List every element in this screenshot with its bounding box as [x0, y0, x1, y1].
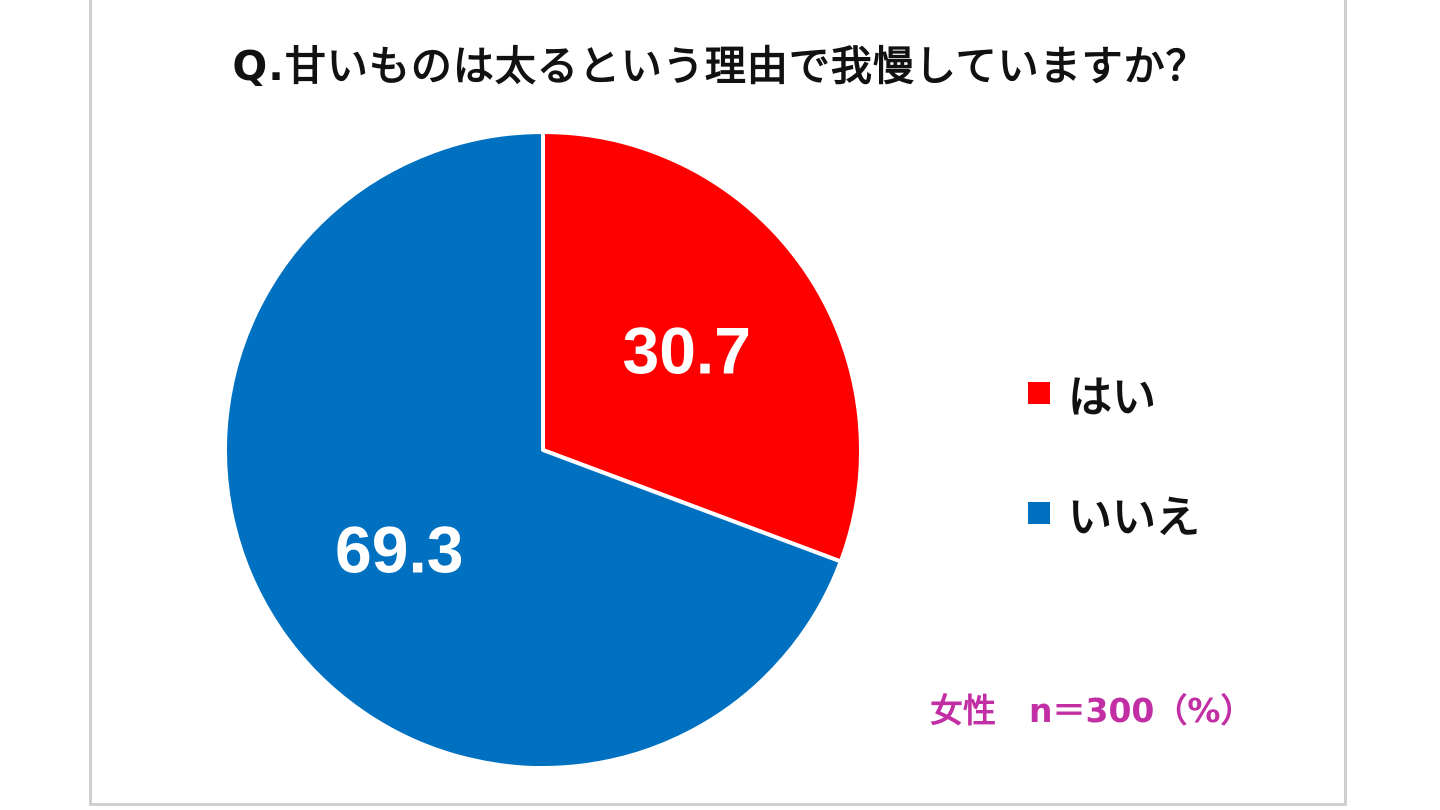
legend-label-no: いいえ — [1068, 492, 1200, 543]
sample-note: 女性 n＝300（%） — [930, 691, 1254, 730]
slice-label-no: 69.3 — [335, 513, 463, 587]
chart-title: Q.甘いものは太るという理由で我慢していますか？ — [232, 42, 1208, 90]
slice-no — [223, 130, 843, 770]
legend-label-yes: はい — [1068, 372, 1156, 423]
legend-item-yes: はい — [1028, 363, 1156, 423]
slice-labels: 30.7 69.3 — [335, 313, 751, 586]
legend-swatch-yes — [1028, 382, 1050, 404]
slice-label-yes: 30.7 — [622, 313, 750, 387]
legend-item-no: いいえ — [1028, 483, 1200, 543]
legend-swatch-no — [1028, 502, 1050, 524]
pie-slices — [223, 130, 863, 770]
slice-yes — [541, 130, 863, 564]
